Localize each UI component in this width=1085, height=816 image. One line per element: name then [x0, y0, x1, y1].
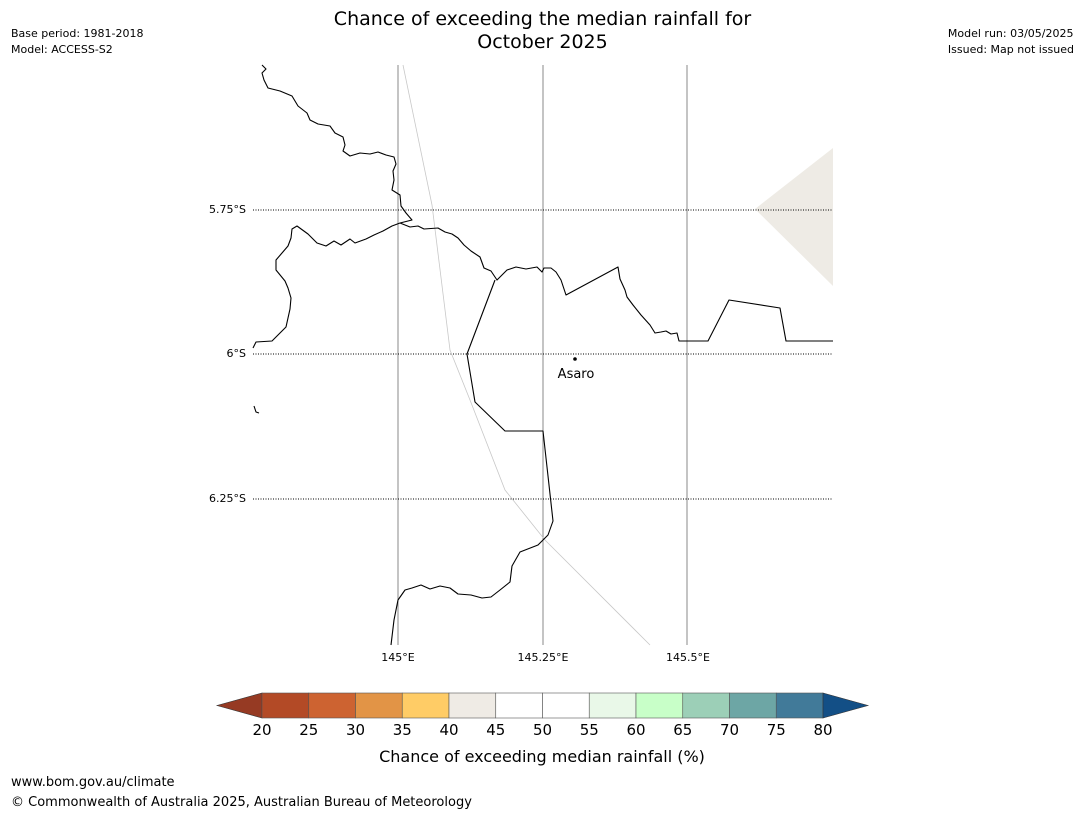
- model-text: Model: ACCESS-S2: [11, 43, 113, 56]
- colorbar-tick-label: 45: [486, 721, 505, 739]
- colorbar-tick-label: 50: [533, 721, 552, 739]
- colorbar-under-arrow: [215, 692, 263, 719]
- shaded-probability-region: [755, 148, 833, 286]
- model-run-text: Model run: 03/05/2025: [947, 27, 1074, 40]
- colorbar-bin: [729, 692, 777, 719]
- asaro-label: Asaro: [558, 367, 595, 382]
- colorbar-tick-label: 65: [673, 721, 692, 739]
- boundary-fragment: [253, 405, 260, 414]
- colorbar-bin: [495, 692, 543, 719]
- colorbar-bin: [448, 692, 497, 719]
- meta-right: Model run: 03/05/2025 Issued: Map not is…: [948, 26, 1074, 58]
- lat-label-6-25: 6.25°S: [209, 492, 246, 505]
- colorbar-tick-label: 55: [580, 721, 599, 739]
- colorbar-tick-label: 75: [767, 721, 786, 739]
- colorbar-tick-label: 35: [393, 721, 412, 739]
- colorbar-bin: [635, 692, 684, 719]
- boundaries: [252, 64, 833, 646]
- colorbar-bin: [401, 692, 450, 719]
- faint-boundary-line: [402, 64, 651, 646]
- colorbar-tick-label: 20: [252, 721, 271, 739]
- lat-label-5-75: 5.75°S: [209, 203, 246, 216]
- colorbar-tick-label: 30: [346, 721, 365, 739]
- footer-copyright: © Commonwealth of Australia 2025, Austra…: [11, 795, 472, 810]
- boundary-north: [261, 64, 413, 224]
- colorbar-label: Chance of exceeding median rainfall (%): [379, 747, 705, 766]
- graticule: [253, 65, 833, 645]
- lat-label-6: 6°S: [227, 347, 246, 360]
- colorbar-bin: [588, 692, 637, 719]
- colorbar-bin: [355, 692, 403, 719]
- issued-text: Issued: Map not issued: [947, 43, 1074, 56]
- colorbar-bin: [261, 692, 310, 719]
- colorbar-bin: [682, 692, 730, 719]
- colorbar-tick-label: 70: [720, 721, 739, 739]
- colorbar-over-arrow: [822, 692, 870, 719]
- colorbar-tick-label: 25: [299, 721, 318, 739]
- boundary-central: [252, 222, 833, 349]
- map-title: Chance of exceeding the median rainfall …: [0, 8, 1085, 54]
- colorbar: 20 25 30 35 40 45 50 55 60 65 70 75 80: [215, 692, 870, 739]
- lon-label-145-25: 145.25°E: [518, 651, 569, 664]
- lon-label-145-5: 145.5°E: [666, 651, 710, 664]
- title-line-2: October 2025: [477, 31, 608, 53]
- colorbar-bin: [542, 692, 590, 719]
- footer-url: www.bom.gov.au/climate: [11, 775, 175, 790]
- colorbar-tick-label: 80: [813, 721, 832, 739]
- meta-left: Base period: 1981-2018 Model: ACCESS-S2: [11, 26, 143, 58]
- colorbar-tick-label: 40: [439, 721, 458, 739]
- boundary-inner: [390, 279, 554, 646]
- asaro-marker: [573, 357, 577, 361]
- colorbar-tick-label: 60: [626, 721, 645, 739]
- lon-label-145: 145°E: [381, 651, 414, 664]
- title-line-1: Chance of exceeding the median rainfall …: [333, 8, 752, 30]
- base-period-text: Base period: 1981-2018: [11, 27, 144, 40]
- colorbar-bin: [308, 692, 356, 719]
- colorbar-bin: [775, 692, 824, 719]
